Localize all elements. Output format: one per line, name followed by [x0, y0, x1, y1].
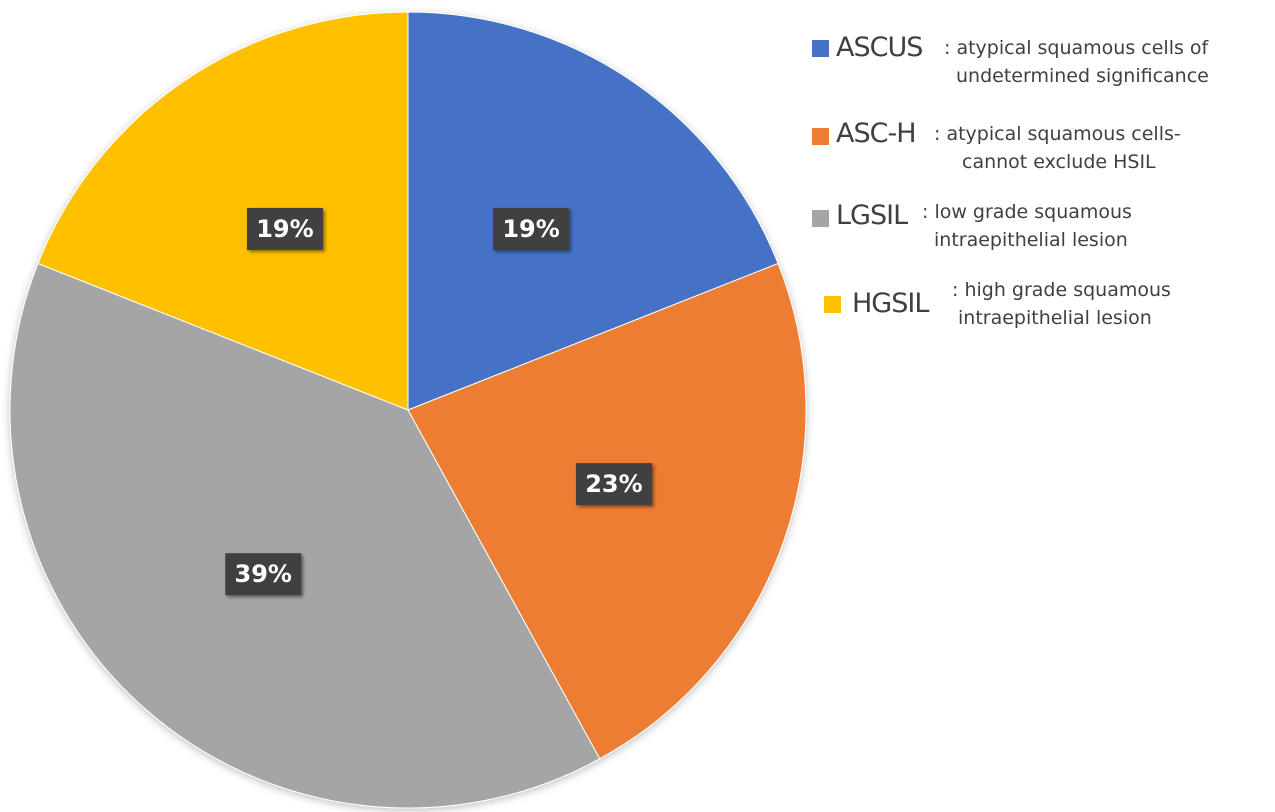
- data-label-ascus: 19%: [493, 207, 570, 250]
- legend-desc-ascus-line1: : atypical squamous cells of: [944, 37, 1209, 59]
- data-label-box-lgsil: [225, 553, 302, 596]
- legend-desc-asch-line1: : atypical squamous cells-: [934, 123, 1181, 145]
- legend-desc-hgsil-line2: intraepithelial lesion: [958, 307, 1152, 329]
- legend-item-lgsil: LGSIL : low grade squamous intraepitheli…: [812, 194, 1272, 276]
- pie-slices: [9, 11, 807, 809]
- legend-desc-asch: : atypical squamous cells- cannot exclud…: [934, 120, 1181, 176]
- legend-abbr-asch: ASC-H: [836, 118, 917, 149]
- pie-slice-ascus: [407, 11, 779, 411]
- legend-item-asch: ASC-H : atypical squamous cells- cannot …: [812, 112, 1272, 194]
- data-label-box-asch: [575, 463, 652, 506]
- legend-desc-hgsil: : high grade squamous intraepithelial le…: [952, 276, 1171, 332]
- legend-desc-hgsil-line1: : high grade squamous: [952, 279, 1171, 301]
- legend-item-hgsil: HGSIL : high grade squamous intraepithel…: [812, 276, 1272, 358]
- pie-chart: 19% 23% 39% 19%: [9, 11, 807, 809]
- pie-slice-hgsil: [37, 11, 409, 411]
- data-label-box-ascus: [493, 207, 570, 250]
- pie-slice-lgsil: [9, 262, 601, 809]
- data-label-text-asch: 23%: [585, 470, 642, 498]
- data-label-text-lgsil: 39%: [235, 560, 292, 588]
- data-label-hgsil: 19%: [246, 207, 323, 250]
- data-label-text-ascus: 19%: [502, 215, 559, 243]
- legend: ASCUS : atypical squamous cells of undet…: [812, 30, 1272, 358]
- legend-desc-lgsil-line2: intraepithelial lesion: [934, 229, 1128, 251]
- pie-slice-asch: [407, 262, 807, 760]
- pie-data-labels: 19% 23% 39% 19%: [225, 207, 652, 596]
- legend-desc-lgsil: : low grade squamous intraepithelial les…: [922, 198, 1132, 254]
- legend-swatch-asch: [812, 128, 829, 145]
- legend-desc-ascus: : atypical squamous cells of undetermine…: [944, 34, 1209, 90]
- legend-item-ascus: ASCUS : atypical squamous cells of undet…: [812, 30, 1272, 112]
- data-label-lgsil: 39%: [225, 553, 302, 596]
- legend-abbr-lgsil: LGSIL: [836, 200, 908, 231]
- legend-swatch-ascus: [812, 40, 829, 57]
- data-label-text-hgsil: 19%: [256, 215, 313, 243]
- legend-desc-lgsil-line1: : low grade squamous: [922, 201, 1132, 223]
- legend-abbr-ascus: ASCUS: [836, 32, 923, 63]
- legend-swatch-lgsil: [812, 210, 829, 227]
- legend-swatch-hgsil: [824, 296, 841, 313]
- legend-abbr-hgsil: HGSIL: [852, 288, 929, 319]
- legend-desc-ascus-line2: undetermined significance: [956, 65, 1209, 87]
- data-label-asch: 23%: [575, 463, 652, 506]
- data-label-box-hgsil: [246, 207, 323, 250]
- legend-desc-asch-line2: cannot exclude HSIL: [962, 151, 1156, 173]
